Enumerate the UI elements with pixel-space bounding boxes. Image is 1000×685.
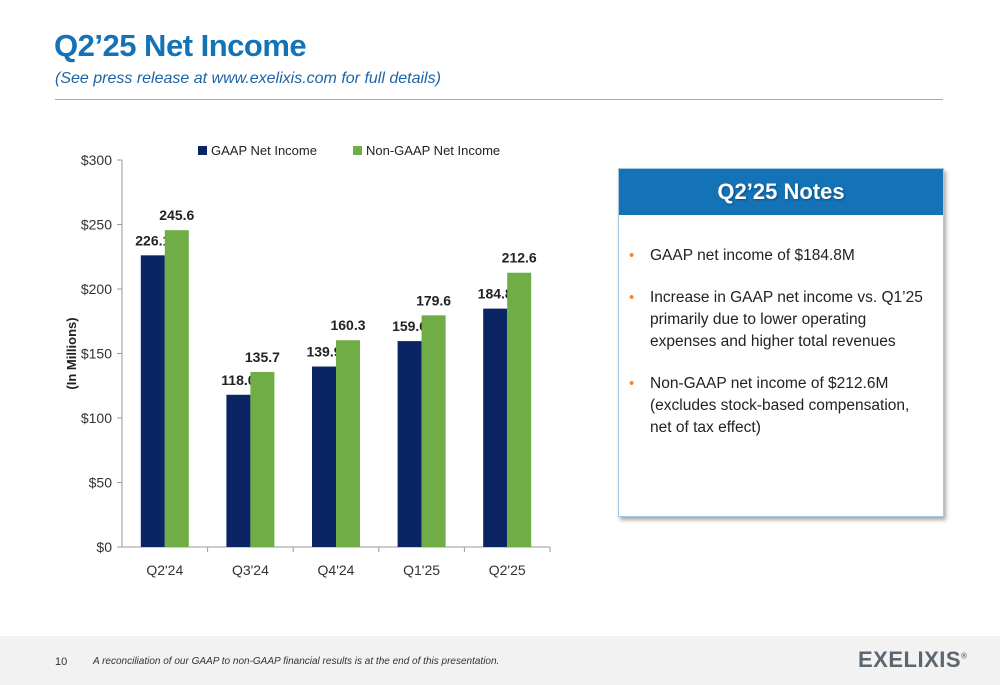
logo-registered-mark: ®: [961, 651, 968, 661]
notes-item: • GAAP net income of $184.8M: [629, 245, 935, 267]
net-income-bar-chart: $0 $50 $100 $150 $200 $250 $300 (In Millions) 22…: [64, 143, 551, 578]
data-label-gaap: 184.8: [478, 286, 513, 302]
y-tick-label: $250: [81, 217, 112, 233]
page-number: 10: [55, 656, 68, 668]
legend-label-non-gaap: Non-GAAP Net Income: [366, 143, 500, 158]
data-label-gaap: 226.1: [135, 232, 170, 248]
bar-non-gaap: [336, 340, 360, 547]
bar-gaap: [140, 255, 165, 547]
notes-item-text: Increase in GAAP net income vs. Q1’25 pr…: [650, 289, 923, 350]
data-label-non-gaap: 245.6: [159, 207, 194, 223]
legend-swatch-gaap: [198, 146, 207, 155]
bar-non-gaap: [164, 230, 189, 547]
notes-item-text: GAAP net income of $184.8M: [650, 247, 855, 264]
bar-gaap: [226, 394, 251, 547]
data-label-non-gaap: 160.3: [330, 317, 365, 333]
data-label-non-gaap: 135.7: [245, 349, 280, 365]
bar-non-gaap: [421, 315, 446, 547]
notes-panel: Q2’25 Notes • GAAP net income of $184.8M …: [618, 168, 944, 517]
page-title: Q2’25 Net Income: [54, 28, 307, 63]
bar-gaap: [483, 308, 508, 547]
bullet-icon: •: [629, 247, 635, 264]
y-tick-label: $200: [81, 281, 112, 297]
y-tick-label: $300: [81, 152, 112, 168]
data-label-non-gaap: 212.6: [502, 250, 537, 266]
exelixis-logo: EXELIXIS®: [858, 647, 967, 673]
data-label-gaap: 139.9: [306, 344, 341, 360]
footnote: A reconciliation of our GAAP to non-GAAP…: [93, 656, 500, 667]
bar-non-gaap: [250, 371, 275, 547]
x-tick-label: Q2'25: [489, 562, 526, 578]
notes-item: • Non-GAAP net income of $212.6M (exclude…: [629, 373, 935, 439]
x-tick-label: Q1'25: [403, 562, 440, 578]
bullet-icon: •: [629, 289, 635, 306]
notes-item-text: Non-GAAP net income of $212.6M (excludes…: [650, 375, 910, 436]
legend-swatch-non-gaap: [353, 146, 362, 155]
y-tick-label: $100: [81, 410, 112, 426]
x-tick-label: Q3'24: [232, 562, 269, 578]
x-tick-label: Q4'24: [318, 562, 355, 578]
title-divider: [55, 99, 943, 100]
y-tick-label: $0: [96, 539, 112, 555]
y-axis-title: (In Millions): [64, 317, 79, 389]
y-tick-label: $150: [81, 346, 112, 362]
logo-text: EXELIXIS: [858, 647, 962, 672]
bar-gaap: [397, 341, 422, 547]
data-label-gaap: 159.6: [392, 318, 427, 334]
notes-item: • Increase in GAAP net income vs. Q1’25 p…: [629, 287, 935, 353]
x-tick-label: Q2'24: [146, 562, 183, 578]
notes-header: Q2’25 Notes: [619, 169, 943, 215]
data-label-gaap: 118.0: [221, 372, 255, 388]
notes-title: Q2’25 Notes: [717, 179, 845, 204]
notes-list: • GAAP net income of $184.8M • Increase in…: [619, 215, 943, 439]
bullet-icon: •: [629, 375, 635, 392]
bar-gaap: [312, 366, 336, 547]
footer-bar: 10 A reconciliation of our GAAP to non-G…: [0, 636, 1000, 685]
y-tick-label: $50: [89, 475, 113, 491]
legend-label-gaap: GAAP Net Income: [211, 143, 317, 158]
page-subtitle: (See press release at www.exelixis.com f…: [55, 70, 441, 87]
bar-non-gaap: [507, 272, 532, 547]
data-label-non-gaap: 179.6: [416, 292, 451, 308]
